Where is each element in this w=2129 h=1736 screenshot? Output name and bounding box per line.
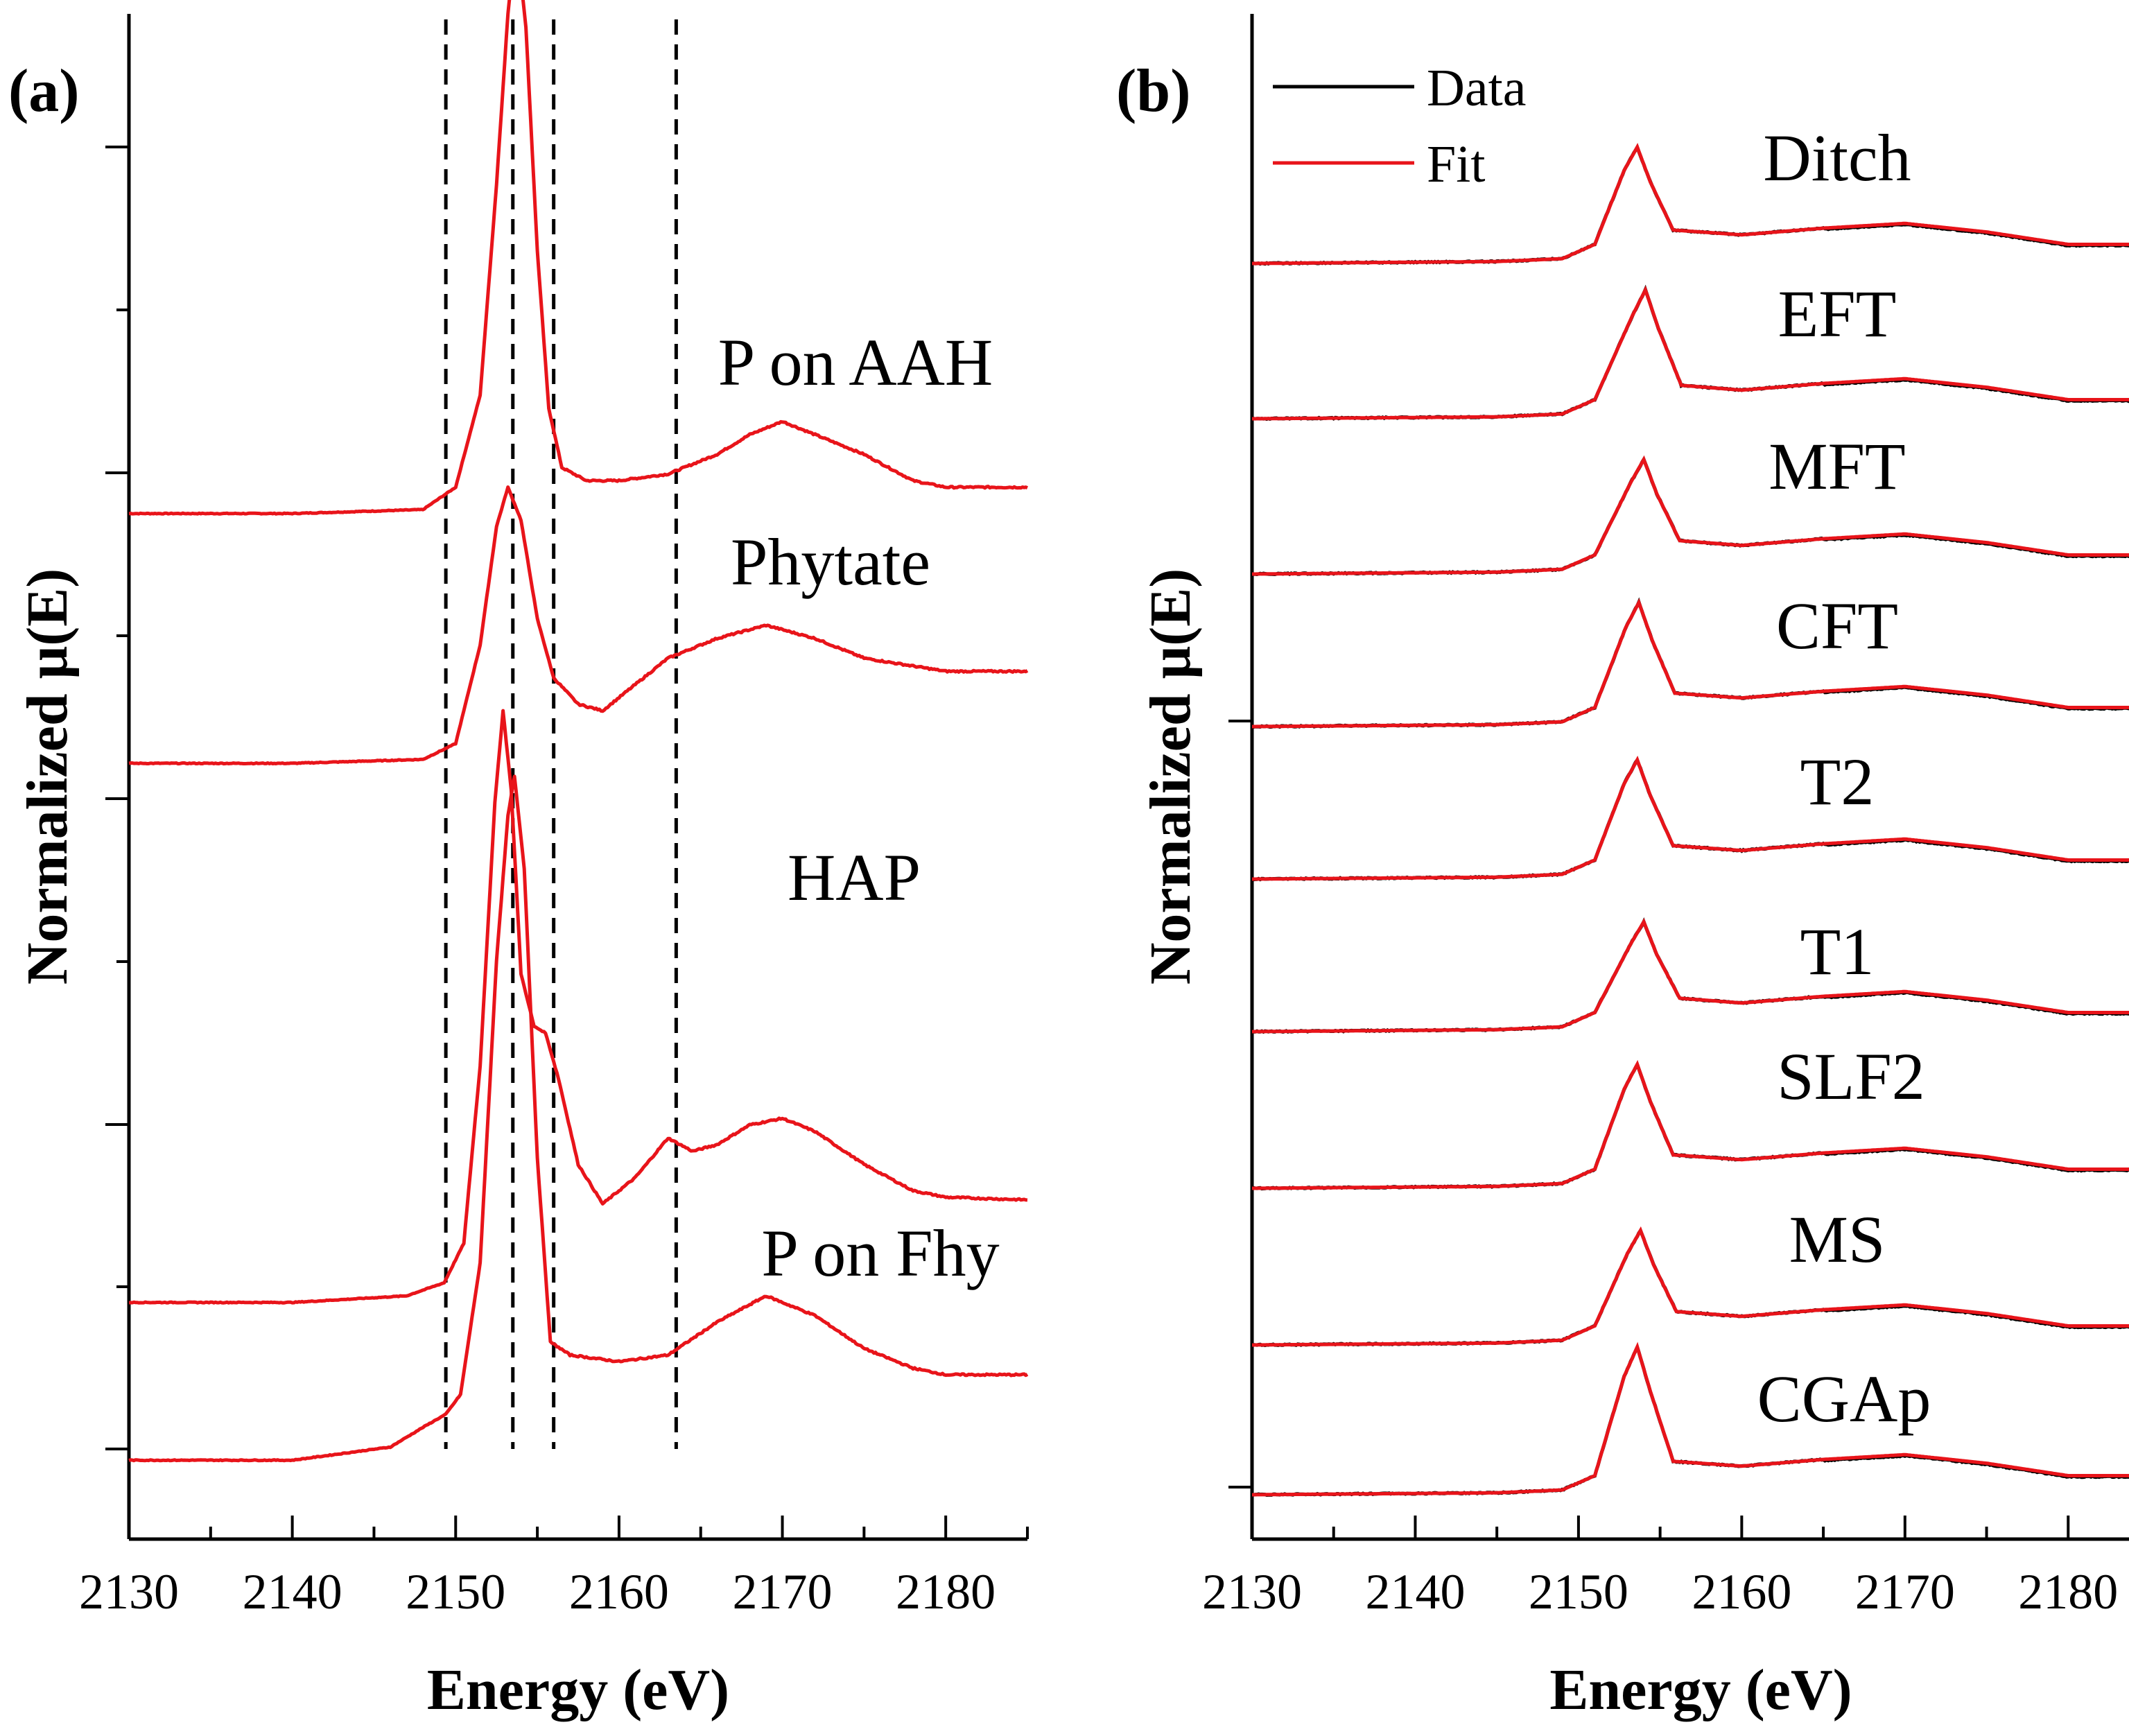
panel-label: (a) [8, 58, 80, 125]
legend: Data Fit [1273, 59, 1526, 193]
x-tick-label: 2170 [733, 1564, 833, 1620]
sample-label: T1 [1800, 914, 1875, 989]
y-axis-label: Normalized μ(E) [15, 568, 80, 984]
x-tick-label: 2180 [896, 1564, 996, 1620]
fit-line [1252, 598, 2129, 729]
sample-label: Ditch [1763, 121, 1911, 195]
legend-label-data: Data [1427, 59, 1526, 117]
fit-line [1252, 755, 2129, 881]
fit-line [1252, 1226, 2129, 1347]
sample-label: CFT [1776, 589, 1898, 663]
data-line [1251, 756, 2129, 882]
x-axis-label: Energy (eV) [427, 1658, 729, 1722]
y-axis-label: Normalized μ(E) [1138, 568, 1203, 984]
fit-line [1252, 1342, 2129, 1497]
series-line [128, 0, 1028, 516]
series-line [128, 709, 1028, 1305]
data-line [1251, 1342, 2129, 1498]
x-tick-label: 2180 [2018, 1564, 2118, 1620]
x-tick-label: 2150 [406, 1564, 505, 1620]
x-axis-label: Energy (eV) [1549, 1658, 1852, 1722]
series-label: HAP [788, 840, 921, 914]
fit-line [1252, 285, 2129, 421]
series-label: Phytate [731, 525, 930, 599]
x-tick-label: 2170 [1855, 1564, 1955, 1620]
x-tick-label: 2140 [1365, 1564, 1465, 1620]
fit-line [1252, 455, 2129, 576]
sample-label: CGAp [1757, 1362, 1931, 1436]
data-line [1251, 284, 2129, 422]
data-line [1251, 1226, 2129, 1348]
data-line [1251, 1060, 2129, 1191]
fit-line [1252, 918, 2129, 1034]
data-line [1251, 455, 2129, 577]
x-tick-label: 2140 [243, 1564, 342, 1620]
panel-label: (b) [1116, 58, 1191, 125]
series-label: P on Fhy [761, 1216, 999, 1290]
series-label: P on AAH [718, 325, 993, 399]
sample-label: T2 [1800, 745, 1875, 819]
sample-label: EFT [1778, 277, 1897, 351]
data-line [1251, 917, 2129, 1034]
sample-label: MS [1789, 1202, 1886, 1276]
legend-label-fit: Fit [1427, 135, 1486, 193]
x-tick-label: 2160 [569, 1564, 669, 1620]
panel-b: 2130 2140 2150 2160 2170 2180 Energy (eV) Norma… [1116, 14, 2129, 1722]
data-line [1251, 597, 2129, 729]
x-tick-label: 2130 [1202, 1564, 1302, 1620]
sample-label: SLF2 [1777, 1039, 1924, 1113]
fit-line [1252, 1059, 2129, 1190]
sample-label: MFT [1769, 429, 1905, 503]
x-tick-label: 2130 [79, 1564, 179, 1620]
series-line [128, 774, 1029, 1463]
panel-a: 2130 2140 2150 2160 2170 2180 Energy (eV) Norma… [8, 0, 1029, 1722]
x-tick-label: 2160 [1692, 1564, 1791, 1620]
fit-line [1252, 143, 2129, 266]
x-tick-label: 2150 [1529, 1564, 1628, 1620]
data-line [1251, 143, 2129, 266]
series-line [128, 485, 1029, 766]
